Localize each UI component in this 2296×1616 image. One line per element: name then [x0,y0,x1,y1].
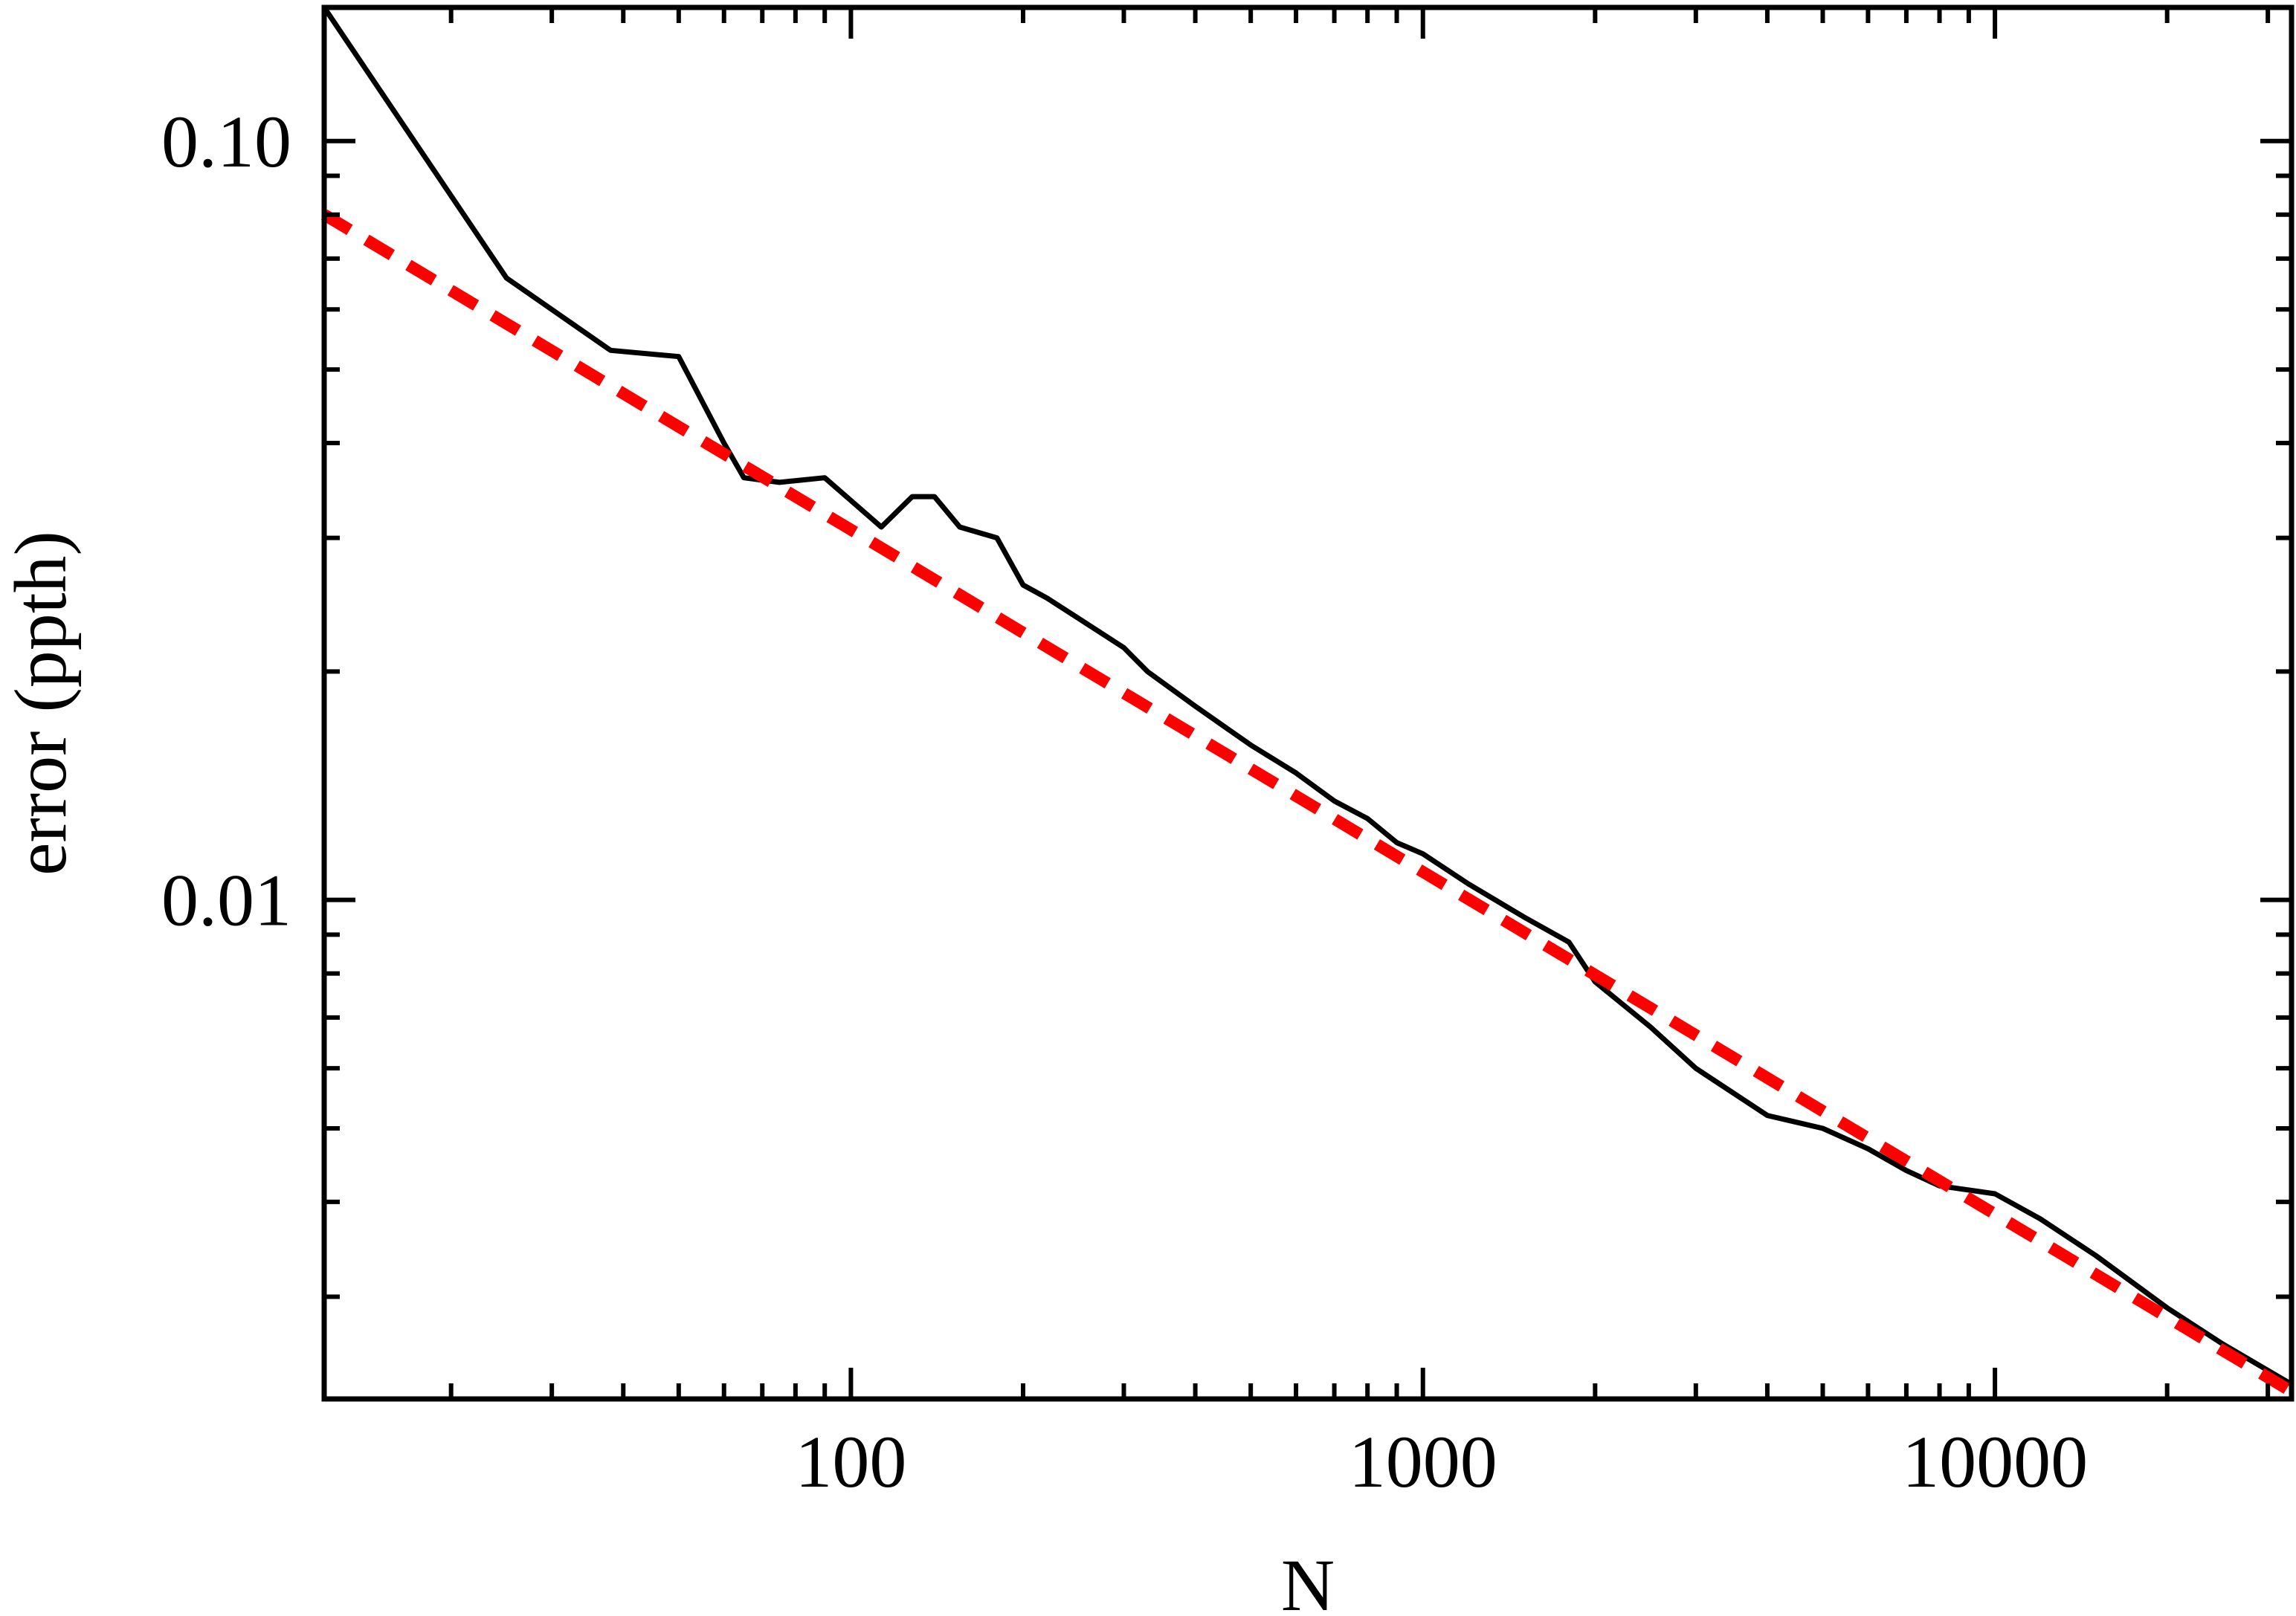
tick-layer: 100 1000 10000 0.10 0.01 [161,7,2292,1503]
y-tick-label: 0.01 [161,859,291,942]
x-tick-label: 1000 [1349,1421,1497,1503]
dashed-fit-line [320,209,2295,1397]
series-layer [320,6,2295,1397]
y-axis-title: error (ppth) [0,531,82,876]
x-axis-title: N [1281,1544,1335,1616]
plot-frame [321,4,2295,1402]
x-tick-label: 10000 [1902,1421,2088,1503]
x-tick-label: 100 [795,1421,906,1503]
error-line [322,6,2293,1387]
y-tick-label: 0.10 [161,100,291,183]
